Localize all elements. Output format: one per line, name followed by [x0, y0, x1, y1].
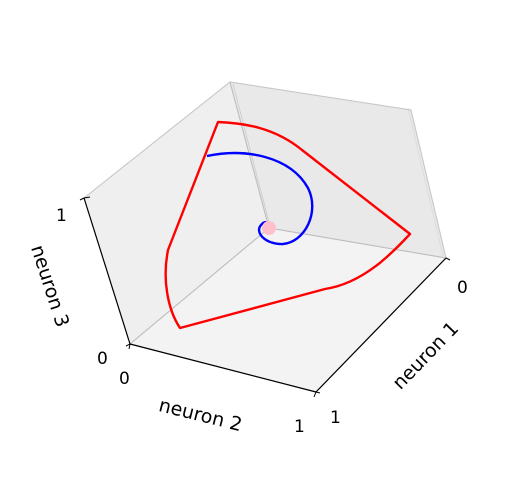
fixed-point-marker [262, 221, 276, 235]
x-axis-label: neuron 1 [388, 318, 463, 394]
z-axis-line [83, 197, 131, 345]
grid-edge [268, 227, 447, 259]
y-axis-label: neuron 2 [157, 394, 245, 436]
series-line-blue [206, 151, 314, 246]
tick-mark [315, 391, 321, 394]
z-tick-label-max: 1 [56, 206, 67, 226]
y-axis-line [129, 343, 317, 393]
grid-edge [83, 81, 231, 199]
z-axis-label: neuron 3 [26, 242, 73, 330]
grid-edge [232, 83, 272, 231]
z-tick-label-min: 0 [97, 349, 108, 369]
tick-mark [125, 343, 131, 347]
y-tick-label-max: 1 [294, 417, 305, 437]
grid-edge [129, 227, 270, 345]
series-line-red [164, 120, 412, 330]
x-axis-line [315, 257, 447, 393]
x-tick-label-max: 1 [330, 408, 341, 428]
y-tick-label-min: 0 [119, 369, 130, 389]
tick-mark [128, 343, 131, 350]
tick-mark [79, 197, 85, 201]
grid-edge [229, 81, 412, 111]
tick-mark [445, 257, 451, 261]
grid-edge [407, 107, 444, 257]
x-tick-label-min: 0 [457, 278, 468, 298]
tick-mark [313, 391, 317, 398]
grid-edge [410, 109, 447, 259]
tick-mark [83, 196, 91, 199]
